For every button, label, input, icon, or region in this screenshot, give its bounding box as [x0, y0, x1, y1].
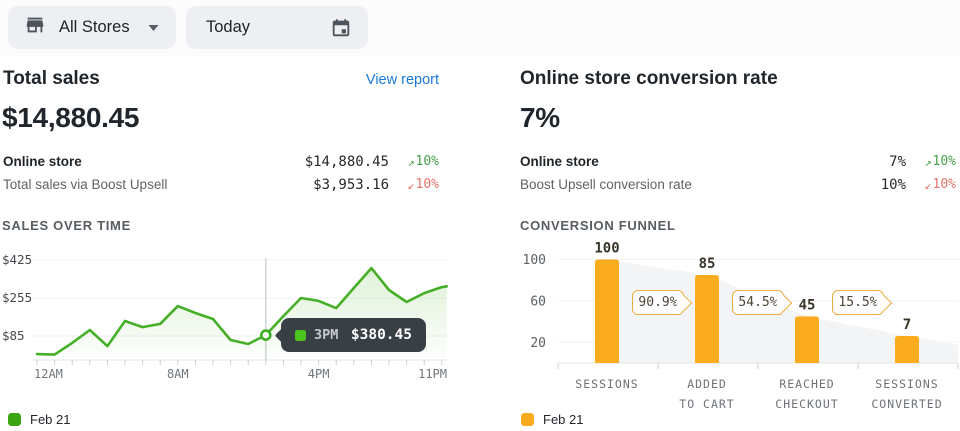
bar-value-label: 7 — [903, 317, 911, 333]
y-axis-label: 100 — [523, 253, 546, 268]
y-axis-label: 60 — [530, 294, 546, 309]
view-report-link[interactable]: View report — [365, 72, 439, 88]
sales-line — [35, 266, 449, 356]
sales-chart-svg: $425 $255 $85 12AM 8AM 4PM 11PM — [2, 252, 449, 381]
y-axis-label: $255 — [2, 290, 32, 305]
legend-swatch-green — [8, 413, 21, 426]
trend-up-icon: ↗ — [407, 154, 415, 169]
chevron-down-icon — [147, 24, 160, 32]
funnel-category-label: ADDED TO CART — [679, 377, 735, 411]
calendar-icon — [330, 17, 352, 39]
metric-row-online-store: Online store 7% ↗ 10% — [520, 150, 956, 173]
metric-row-boost-upsell: Total sales via Boost Upsell $3,953.16 ↙… — [3, 173, 439, 196]
sales-chart-legend: Feb 21 — [8, 412, 70, 427]
funnel-bar[interactable] — [695, 275, 719, 363]
metric-value: 7% — [889, 153, 906, 170]
tooltip-value: $380.45 — [350, 327, 412, 343]
tooltip-series-swatch — [295, 329, 306, 341]
delta-percent: 10% — [932, 177, 956, 192]
sales-line-chart[interactable]: $425 $255 $85 12AM 8AM 4PM 11PM 3PM $380.45 — [0, 245, 460, 385]
funnel-category-label: SESSIONS CONVERTED — [871, 377, 943, 411]
legend-swatch-orange — [521, 413, 534, 426]
funnel-category-label: REACHED CHECKOUT — [775, 377, 839, 411]
trend-down-icon: ↙ — [407, 177, 415, 192]
total-sales-value: $14,880.45 — [2, 102, 140, 133]
storefront-icon — [24, 14, 46, 41]
bar-value-label: 100 — [594, 241, 619, 257]
topbar: All Stores Today — [0, 0, 960, 56]
metric-delta: ↙ 10% — [389, 177, 439, 192]
metric-value: $14,880.45 — [304, 153, 389, 170]
delta-percent: 10% — [415, 177, 439, 192]
date-selector-label: Today — [206, 18, 251, 36]
tooltip-time: 3PM — [314, 327, 339, 343]
y-axis-label: $85 — [2, 328, 25, 343]
funnel-bar[interactable] — [895, 336, 919, 363]
legend-label: Feb 21 — [30, 412, 71, 427]
x-axis-label: 12AM — [34, 367, 63, 381]
x-axis-label: 4PM — [308, 367, 330, 381]
bar-value-label: 85 — [699, 256, 716, 272]
x-axis-label: 8AM — [167, 367, 189, 381]
legend-label: Feb 21 — [543, 412, 584, 427]
store-selector-label: All Stores — [59, 18, 130, 36]
metric-delta: ↗ 10% — [906, 154, 956, 169]
conversion-rate-badge: 54.5% — [732, 290, 784, 315]
date-selector-button[interactable]: Today — [186, 6, 368, 49]
conversion-rate-value: 7% — [520, 102, 560, 133]
metric-value: 10% — [880, 176, 906, 193]
bar-value-label: 45 — [799, 297, 816, 313]
conversion-funnel-label: CONVERSION FUNNEL — [520, 218, 676, 233]
trend-up-icon: ↗ — [924, 154, 932, 169]
delta-percent: 10% — [415, 154, 439, 169]
metric-delta: ↗ 10% — [389, 154, 439, 169]
sales-metric-rows: Online store $14,880.45 ↗ 10% Total sales… — [3, 150, 439, 196]
conversion-rate-badge: 90.9% — [632, 290, 684, 315]
metric-label: Boost Upsell conversion rate — [520, 177, 692, 192]
chart-tooltip: 3PM $380.45 — [281, 318, 426, 352]
delta-percent: 10% — [932, 154, 956, 169]
y-axis-label: $425 — [2, 252, 32, 267]
x-axis-label: 11PM — [418, 367, 447, 381]
metric-row-boost-upsell: Boost Upsell conversion rate 10% ↙ 10% — [520, 173, 956, 196]
conversion-rate-title: Online store conversion rate — [520, 68, 778, 89]
funnel-bar[interactable] — [795, 316, 819, 363]
funnel-bar[interactable] — [595, 259, 619, 364]
metric-row-online-store: Online store $14,880.45 ↗ 10% — [3, 150, 439, 173]
conversion-panel-header: Online store conversion rate — [520, 68, 957, 90]
total-sales-title: Total sales — [3, 68, 100, 89]
conversion-metric-rows: Online store 7% ↗ 10% Boost Upsell conver… — [520, 150, 956, 196]
funnel-category-label: SESSIONS — [575, 377, 639, 391]
conversion-funnel-chart[interactable]: 100 60 20 100 85 45 7 90.9% 54.5% 15.5% SESSIONS A… — [518, 238, 960, 418]
sales-panel-header: Total sales View report — [3, 68, 439, 90]
metric-label: Online store — [520, 154, 599, 169]
sales-over-time-label: SALES OVER TIME — [2, 218, 131, 233]
funnel-chart-legend: Feb 21 — [521, 412, 583, 427]
metric-value: $3,953.16 — [313, 176, 389, 193]
y-axis-label: 20 — [530, 336, 546, 351]
metric-delta: ↙ 10% — [906, 177, 956, 192]
conversion-rate-badge: 15.5% — [832, 290, 884, 315]
metric-label: Total sales via Boost Upsell — [3, 177, 168, 192]
trend-down-icon: ↙ — [924, 177, 932, 192]
store-selector-button[interactable]: All Stores — [8, 6, 176, 49]
metric-label: Online store — [3, 154, 82, 169]
hover-point-marker — [259, 329, 272, 341]
